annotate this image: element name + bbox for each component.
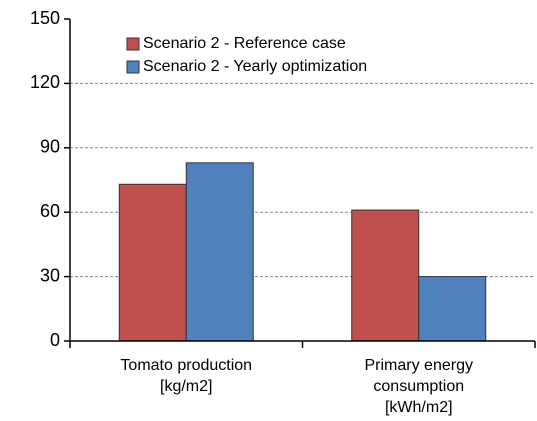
bar: [351, 209, 420, 342]
legend-swatch: [126, 37, 140, 51]
y-tick-label: 90: [40, 137, 60, 157]
y-tick-label: 30: [40, 265, 60, 285]
y-tick-label: 120: [30, 72, 60, 92]
y-tick-label: 60: [40, 201, 60, 221]
legend-swatch: [126, 60, 140, 74]
x-tick-label: [kWh/m2]: [385, 399, 453, 416]
y-tick-label: 150: [30, 8, 60, 28]
x-tick-label: [kg/m2]: [160, 378, 212, 395]
bar: [185, 162, 254, 342]
y-tick-label: 0: [50, 330, 60, 350]
bar: [418, 276, 487, 342]
bar: [118, 183, 187, 342]
x-tick-label: consumption: [373, 378, 464, 395]
legend-label: Scenario 2 - Yearly optimization: [143, 58, 367, 75]
x-tick-label: Tomato production: [120, 357, 252, 374]
x-tick-label: Primary energy: [365, 357, 473, 374]
legend-label: Scenario 2 - Reference case: [143, 35, 346, 52]
